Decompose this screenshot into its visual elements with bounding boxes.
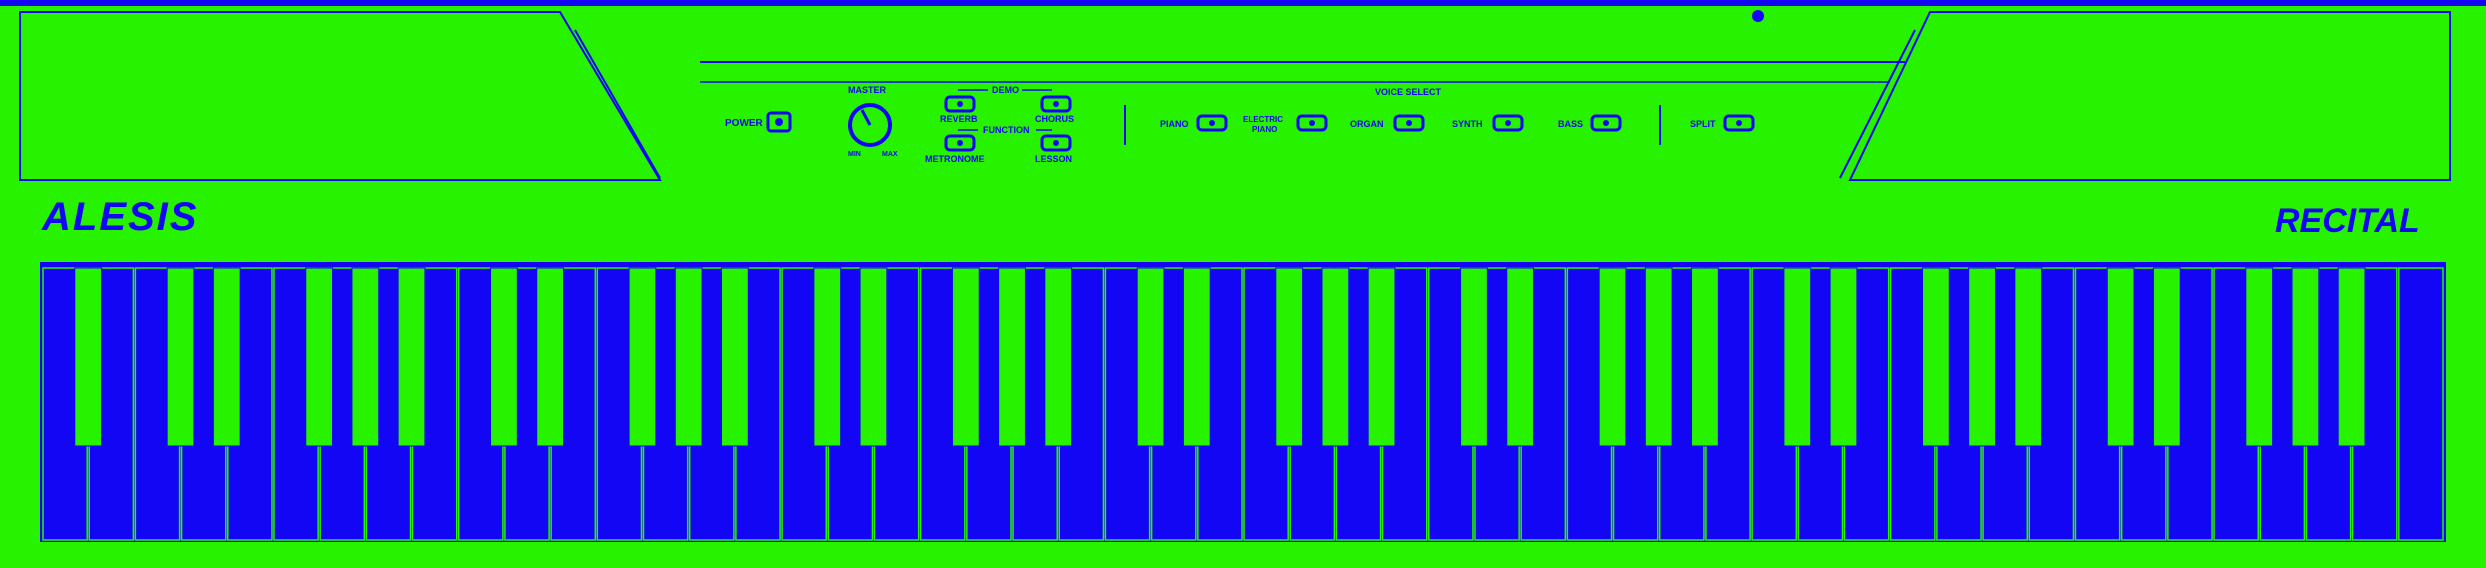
left-speaker-grille [19, 11, 662, 181]
piano-label: PIANO [1160, 119, 1189, 129]
demo-label: DEMO [992, 85, 1019, 95]
black-key[interactable] [2291, 267, 2320, 447]
master-min-label: MIN [848, 151, 861, 158]
bass-voice-button[interactable] [1590, 114, 1622, 132]
reverb-button[interactable] [944, 95, 976, 113]
black-key[interactable] [166, 267, 195, 447]
black-key[interactable] [2014, 267, 2043, 447]
black-key[interactable] [212, 267, 241, 447]
synth-voice-button[interactable] [1492, 114, 1524, 132]
black-key[interactable] [1136, 267, 1165, 447]
alesis-logo: ALESIS [41, 195, 198, 239]
piano-voice-button[interactable] [1196, 114, 1228, 132]
black-key[interactable] [813, 267, 842, 447]
black-key[interactable] [674, 267, 703, 447]
indicator-dot [1752, 10, 1764, 22]
black-key[interactable] [397, 267, 426, 447]
black-key[interactable] [2245, 267, 2274, 447]
black-key[interactable] [1783, 267, 1812, 447]
black-key[interactable] [1598, 267, 1627, 447]
black-key[interactable] [859, 267, 888, 447]
black-key[interactable] [951, 267, 980, 447]
model-name: RECITAL [2275, 202, 2420, 240]
master-label: MASTER [848, 85, 887, 95]
black-key[interactable] [1044, 267, 1073, 447]
black-key[interactable] [305, 267, 334, 447]
black-key[interactable] [628, 267, 657, 447]
split-button[interactable] [1723, 114, 1755, 132]
master-volume-knob-icon[interactable] [848, 103, 892, 147]
master-max-label: MAX [882, 151, 898, 158]
black-key[interactable] [1275, 267, 1304, 447]
lesson-label: LESSON [1035, 154, 1072, 164]
white-key[interactable] [2398, 267, 2444, 541]
chorus-label: CHORUS [1035, 114, 1074, 124]
black-key[interactable] [490, 267, 518, 447]
black-key[interactable] [351, 267, 380, 447]
black-key[interactable] [1182, 267, 1211, 447]
black-key[interactable] [1644, 267, 1673, 447]
black-key[interactable] [2337, 267, 2366, 447]
black-key[interactable] [1968, 267, 1996, 447]
electric-piano-label-1: ELECTRIC [1243, 115, 1283, 124]
organ-voice-button[interactable] [1393, 114, 1425, 132]
power-label: POWER [725, 118, 764, 129]
control-panel [700, 10, 1905, 145]
electric-piano-label-2: PIANO [1252, 125, 1277, 134]
black-key[interactable] [1691, 267, 1719, 447]
black-key[interactable] [2106, 267, 2135, 447]
synth-label: SYNTH [1452, 119, 1483, 129]
split-label: SPLIT [1690, 119, 1716, 129]
black-key[interactable] [998, 267, 1026, 447]
top-edge [0, 0, 2486, 6]
lesson-button[interactable] [1040, 134, 1072, 152]
black-key[interactable] [1460, 267, 1488, 447]
black-keys [74, 267, 2366, 447]
reverb-label: REVERB [940, 114, 978, 124]
bass-label: BASS [1558, 119, 1583, 129]
power-button-icon[interactable] [766, 111, 792, 133]
voice-select-label: VOICE SELECT [1375, 87, 1442, 97]
black-key[interactable] [1367, 267, 1396, 447]
right-speaker-grille [1839, 11, 2451, 181]
black-key[interactable] [720, 267, 749, 447]
function-label: FUNCTION [983, 125, 1030, 135]
black-key[interactable] [1506, 267, 1535, 447]
black-key[interactable] [1921, 267, 1950, 447]
black-key[interactable] [1321, 267, 1350, 447]
metronome-label: METRONOME [925, 154, 985, 164]
black-key[interactable] [74, 267, 103, 447]
black-key[interactable] [1829, 267, 1858, 447]
black-key[interactable] [2152, 267, 2181, 447]
electric-piano-voice-button[interactable] [1296, 114, 1328, 132]
metronome-button[interactable] [944, 134, 976, 152]
black-key[interactable] [536, 267, 565, 447]
organ-label: ORGAN [1350, 119, 1384, 129]
chorus-button[interactable] [1040, 95, 1072, 113]
